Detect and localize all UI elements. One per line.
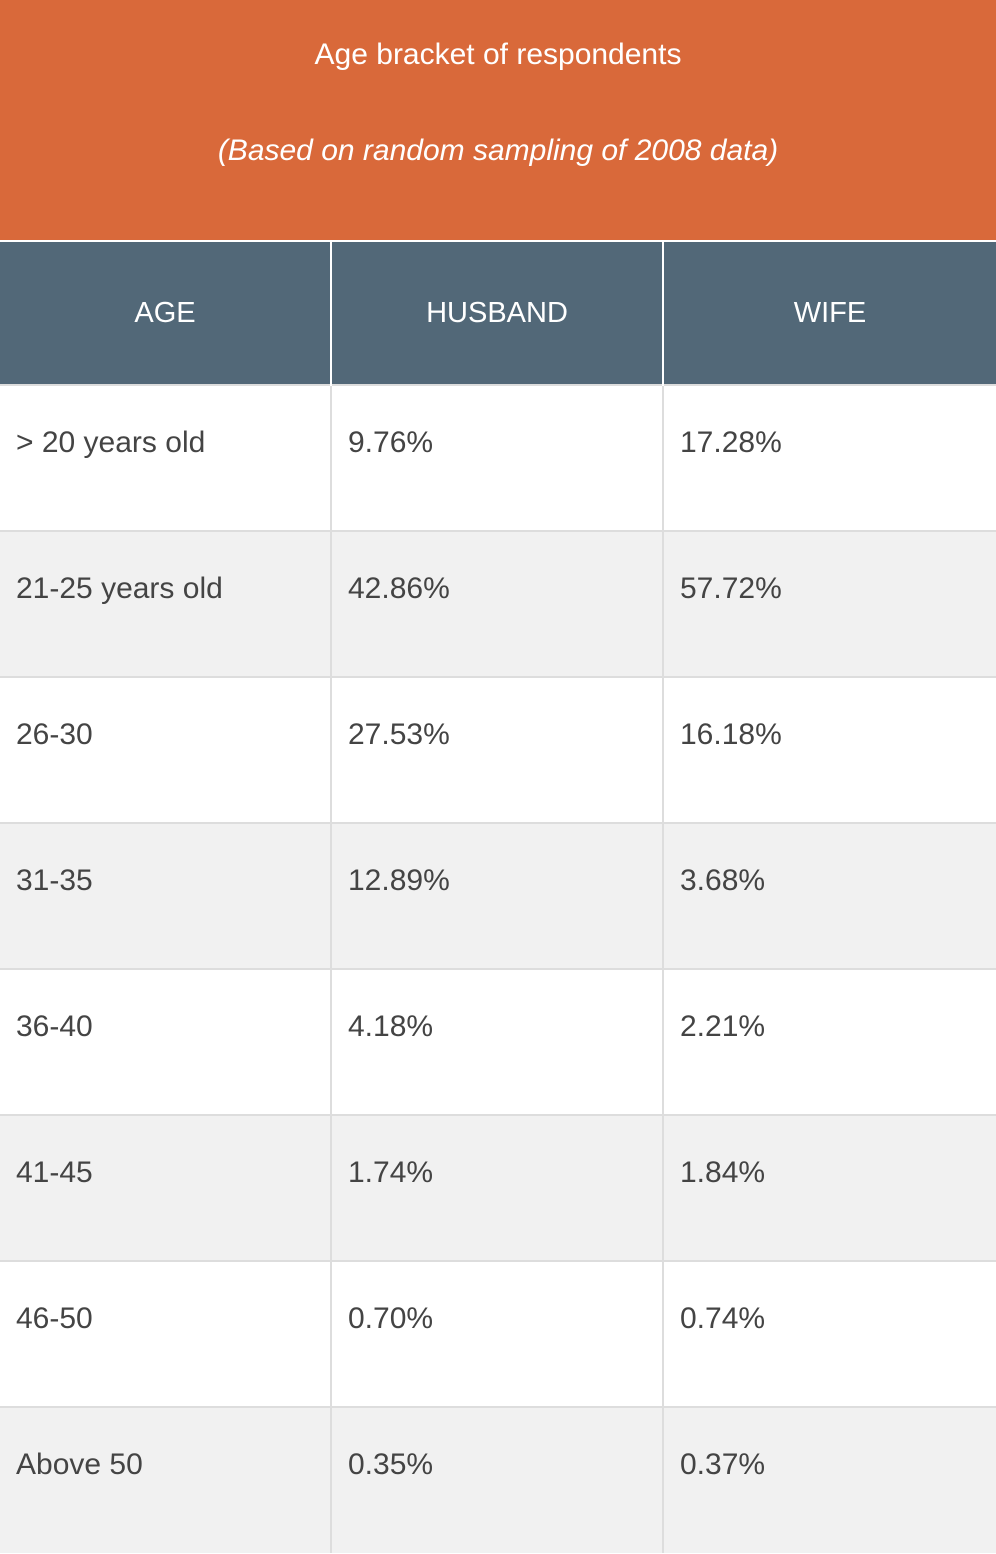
column-header-husband: HUSBAND (330, 241, 663, 385)
age-cell: 36-40 (0, 968, 331, 1115)
table-row: 26-30 27.53% 16.18% (0, 676, 996, 823)
wife-cell: 17.28% (662, 384, 996, 531)
table-subtitle: (Based on random sampling of 2008 data) (217, 134, 779, 167)
age-cell: 31-35 (0, 822, 331, 969)
husband-cell: 9.76% (330, 384, 663, 531)
husband-cell: 1.74% (330, 1114, 663, 1261)
table-header-row: AGE HUSBAND WIFE (0, 241, 996, 385)
column-header-age: AGE (0, 241, 331, 385)
table-row: > 20 years old 9.76% 17.28% (0, 384, 996, 531)
table-row: 21-25 years old 42.86% 57.72% (0, 530, 996, 677)
husband-cell: 4.18% (330, 968, 663, 1115)
age-cell: 46-50 (0, 1260, 331, 1407)
wife-cell: 0.37% (662, 1406, 996, 1553)
age-cell: 41-45 (0, 1114, 331, 1261)
table-row: 46-50 0.70% 0.74% (0, 1260, 996, 1407)
wife-cell: 0.74% (662, 1260, 996, 1407)
husband-cell: 42.86% (330, 530, 663, 677)
wife-cell: 3.68% (662, 822, 996, 969)
wife-cell: 2.21% (662, 968, 996, 1115)
husband-cell: 0.70% (330, 1260, 663, 1407)
column-header-wife: WIFE (662, 241, 996, 385)
wife-cell: 1.84% (662, 1114, 996, 1261)
table-row: 41-45 1.74% 1.84% (0, 1114, 996, 1261)
table-title: Age bracket of respondents (314, 38, 682, 71)
husband-cell: 27.53% (330, 676, 663, 823)
age-cell: > 20 years old (0, 384, 331, 531)
husband-cell: 0.35% (330, 1406, 663, 1553)
wife-cell: 57.72% (662, 530, 996, 677)
age-cell: 26-30 (0, 676, 331, 823)
age-cell: 21-25 years old (0, 530, 331, 677)
age-cell: Above 50 (0, 1406, 331, 1553)
age-table: AGE HUSBAND WIFE > 20 years old 9.76% 17… (0, 240, 996, 1553)
table-row: Above 50 0.35% 0.37% (0, 1406, 996, 1553)
table-row: 31-35 12.89% 3.68% (0, 822, 996, 969)
husband-cell: 12.89% (330, 822, 663, 969)
table-caption: Age bracket of respondents (Based on ran… (0, 0, 996, 240)
wife-cell: 16.18% (662, 676, 996, 823)
table-row: 36-40 4.18% 2.21% (0, 968, 996, 1115)
